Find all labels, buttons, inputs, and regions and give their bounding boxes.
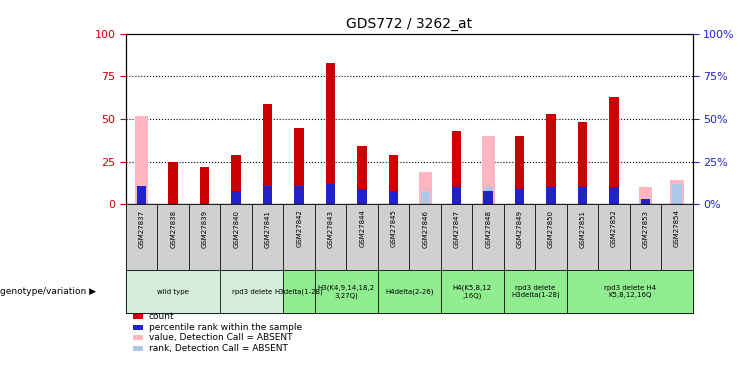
Text: GSM27838: GSM27838: [170, 210, 176, 248]
Text: GSM27837: GSM27837: [139, 210, 144, 248]
Text: GSM27845: GSM27845: [391, 210, 396, 248]
Bar: [231, 191, 241, 204]
Text: GSM27842: GSM27842: [296, 210, 302, 248]
Bar: [357, 146, 367, 204]
Bar: [639, 188, 652, 204]
Text: H3delta(1-28): H3delta(1-28): [275, 288, 324, 295]
Text: GSM27847: GSM27847: [453, 210, 459, 248]
Bar: [263, 186, 273, 204]
Bar: [578, 123, 588, 204]
Bar: [641, 199, 651, 204]
Bar: [357, 189, 367, 204]
Text: GSM27844: GSM27844: [359, 210, 365, 248]
Text: GSM27839: GSM27839: [202, 210, 207, 248]
Bar: [546, 188, 556, 204]
Bar: [452, 188, 462, 204]
Text: wild type: wild type: [157, 289, 189, 295]
Text: GSM27852: GSM27852: [611, 210, 617, 248]
Text: rpd3 delete: rpd3 delete: [232, 289, 272, 295]
Bar: [609, 188, 619, 204]
Text: rank, Detection Call = ABSENT: rank, Detection Call = ABSENT: [149, 344, 288, 353]
Text: GSM27850: GSM27850: [548, 210, 554, 248]
Bar: [546, 114, 556, 204]
Text: percentile rank within the sample: percentile rank within the sample: [149, 323, 302, 332]
Text: count: count: [149, 312, 175, 321]
Text: rpd3 delete
H3delta(1-28): rpd3 delete H3delta(1-28): [511, 285, 559, 298]
Text: GSM27849: GSM27849: [516, 210, 522, 248]
Text: GSM27846: GSM27846: [422, 210, 428, 248]
Bar: [515, 136, 525, 204]
Bar: [294, 186, 304, 204]
Bar: [326, 63, 336, 204]
Bar: [419, 172, 432, 204]
Bar: [231, 155, 241, 204]
Bar: [673, 184, 682, 204]
Bar: [135, 116, 148, 204]
Text: H3(K4,9,14,18,2
3,27Q): H3(K4,9,14,18,2 3,27Q): [318, 285, 375, 298]
Bar: [169, 191, 178, 204]
Text: GSM27854: GSM27854: [674, 210, 680, 248]
Bar: [137, 186, 147, 204]
Bar: [168, 162, 178, 204]
Bar: [326, 184, 336, 204]
Bar: [200, 191, 209, 204]
Bar: [389, 155, 399, 204]
Bar: [641, 199, 650, 204]
Bar: [200, 167, 210, 204]
Text: H4(K5,8,12
,16Q): H4(K5,8,12 ,16Q): [453, 285, 492, 298]
Bar: [452, 131, 462, 204]
Text: H4delta(2-26): H4delta(2-26): [385, 288, 433, 295]
Bar: [294, 128, 304, 204]
Bar: [578, 188, 588, 204]
Bar: [515, 189, 525, 204]
Bar: [482, 136, 495, 204]
Text: GSM27840: GSM27840: [233, 210, 239, 248]
Bar: [671, 180, 684, 204]
Bar: [483, 191, 493, 204]
Bar: [137, 188, 146, 204]
Bar: [609, 97, 619, 204]
Text: rpd3 delete H4
K5,8,12,16Q: rpd3 delete H4 K5,8,12,16Q: [604, 285, 656, 298]
Text: value, Detection Call = ABSENT: value, Detection Call = ABSENT: [149, 333, 293, 342]
Text: GSM27848: GSM27848: [485, 210, 491, 248]
Text: GSM27843: GSM27843: [328, 210, 333, 248]
Bar: [389, 191, 399, 204]
Text: GSM27851: GSM27851: [579, 210, 585, 248]
Bar: [263, 104, 273, 204]
Title: GDS772 / 3262_at: GDS772 / 3262_at: [346, 17, 473, 32]
Bar: [484, 188, 493, 204]
Bar: [421, 191, 430, 204]
Text: genotype/variation ▶: genotype/variation ▶: [0, 287, 96, 296]
Text: GSM27853: GSM27853: [642, 210, 648, 248]
Text: GSM27841: GSM27841: [265, 210, 270, 248]
